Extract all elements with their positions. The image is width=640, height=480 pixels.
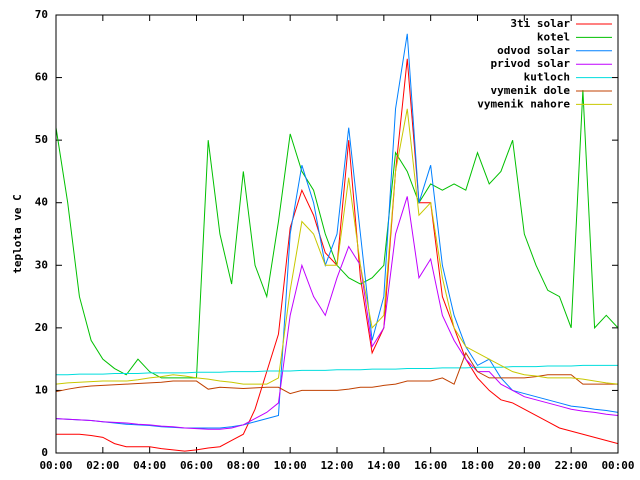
legend-label: 3ti solar	[510, 17, 570, 30]
x-tick-label: 16:00	[414, 459, 447, 472]
series-line	[55, 33, 619, 429]
x-tick-label: 12:00	[320, 459, 353, 472]
x-tick-label: 04:00	[133, 459, 166, 472]
x-tick-label: 14:00	[367, 459, 400, 472]
legend-label: vymenik nahore	[477, 97, 570, 110]
y-tick-label: 0	[41, 446, 48, 459]
y-tick-label: 20	[35, 321, 48, 334]
legend-label: vymenik dole	[491, 84, 571, 97]
plot-frame	[55, 14, 619, 454]
x-tick-label: 08:00	[227, 459, 260, 472]
series-line	[56, 58, 619, 452]
y-tick-label: 10	[35, 383, 48, 396]
legend-label: kotel	[537, 30, 570, 43]
x-tick-label: 00:00	[39, 459, 72, 472]
y-tick-label: 40	[35, 196, 48, 209]
y-tick-label: 30	[35, 258, 48, 271]
x-tick-label: 00:00	[601, 459, 634, 472]
y-tick-label: 60	[35, 71, 48, 84]
legend-label: privod solar	[491, 57, 571, 70]
x-tick-label: 10:00	[274, 459, 307, 472]
x-tick-label: 20:00	[508, 459, 541, 472]
x-tick-label: 06:00	[180, 459, 213, 472]
x-tick-label: 22:00	[555, 459, 588, 472]
y-tick-label: 70	[35, 8, 48, 21]
y-axis-label: teplota ve C	[11, 194, 24, 273]
series-line	[55, 351, 618, 395]
legend-label: odvod solar	[497, 44, 570, 57]
legend-label: kutloch	[524, 71, 570, 84]
series-line	[55, 108, 619, 385]
series-line	[56, 364, 618, 376]
series-line	[55, 196, 619, 430]
x-tick-label: 02:00	[86, 459, 119, 472]
x-tick-label: 18:00	[461, 459, 494, 472]
y-tick-label: 50	[35, 133, 48, 146]
